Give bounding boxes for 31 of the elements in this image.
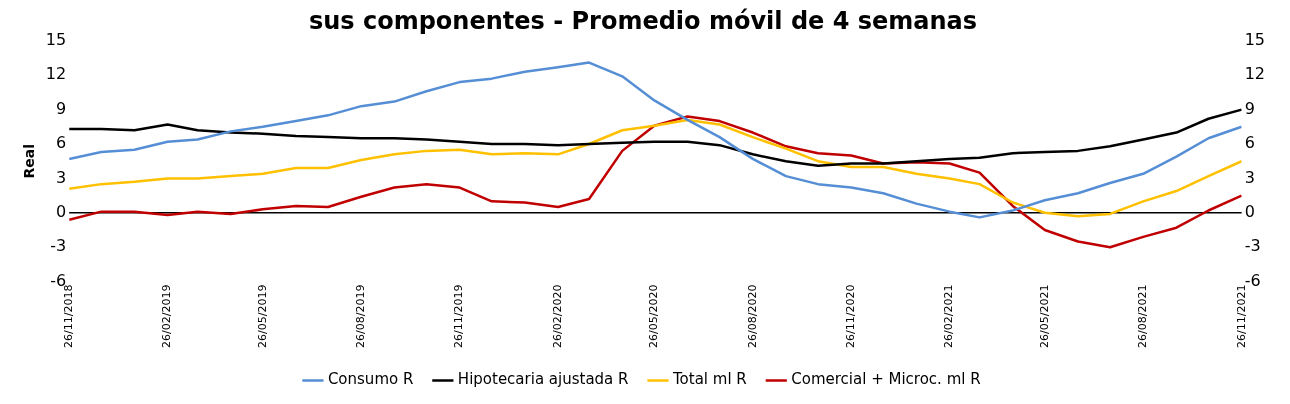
y-axis-title: Real xyxy=(21,143,38,179)
y2-tick-label: 15 xyxy=(1244,29,1265,49)
x-tick-label: 26/11/2019 xyxy=(452,284,466,349)
x-tick-label: 26/05/2020 xyxy=(647,284,661,349)
y-tick-label: 0 xyxy=(55,201,67,221)
y2-tick-label: 9 xyxy=(1244,98,1255,118)
y2-tick-label: 12 xyxy=(1244,64,1265,84)
x-tick-label: 26/02/2019 xyxy=(160,284,174,349)
legend-label: Total ml R xyxy=(672,370,747,389)
y2-tick-label: 3 xyxy=(1244,167,1255,187)
y2-tick-label: 0 xyxy=(1244,201,1255,221)
y-tick-label: 3 xyxy=(55,167,67,187)
x-tick-label: 26/08/2021 xyxy=(1136,284,1150,349)
x-tick-label: 26/02/2021 xyxy=(942,284,956,349)
y2-tick-label: -3 xyxy=(1244,236,1261,256)
x-tick-label: 26/11/2020 xyxy=(844,284,858,349)
x-tick-label: 26/02/2020 xyxy=(550,284,564,349)
legend-label: Comercial + Microc. ml R xyxy=(791,370,981,389)
x-tick-label: 26/08/2019 xyxy=(354,284,368,349)
y2-tick-label: 6 xyxy=(1244,133,1255,153)
legend-label: Hipotecaria ajustada R xyxy=(457,370,629,389)
y-tick-label: 15 xyxy=(45,29,67,49)
y-tick-label: 6 xyxy=(55,133,67,153)
y-tick-label: -3 xyxy=(50,236,67,256)
x-tick-label: 26/08/2020 xyxy=(745,284,759,349)
y-tick-label: 9 xyxy=(55,98,67,118)
x-tick-label: 26/05/2021 xyxy=(1037,284,1051,349)
y-tick-label: 12 xyxy=(45,64,67,84)
x-tick-label: 26/05/2019 xyxy=(255,284,269,349)
chart-title: sus componentes - Promedio móvil de 4 semanas xyxy=(308,6,978,35)
legend-label: Consumo R xyxy=(327,370,414,389)
